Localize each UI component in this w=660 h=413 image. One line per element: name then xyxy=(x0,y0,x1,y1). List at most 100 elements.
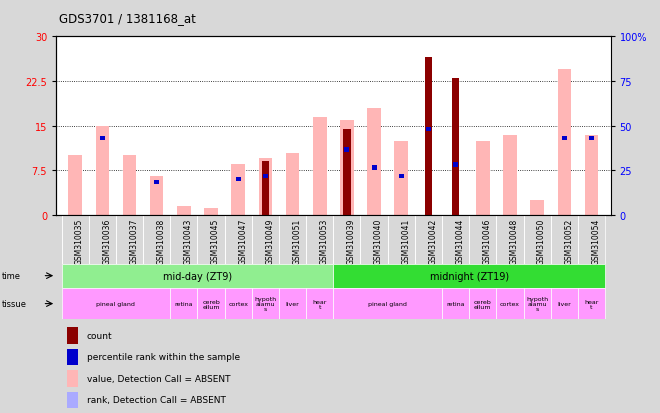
Text: rank, Detection Call = ABSENT: rank, Detection Call = ABSENT xyxy=(86,396,226,404)
Bar xyxy=(496,288,523,320)
Bar xyxy=(558,70,571,216)
Bar xyxy=(333,264,605,288)
Bar xyxy=(259,159,272,216)
Bar xyxy=(61,264,333,288)
Bar xyxy=(306,288,333,320)
Bar xyxy=(360,216,387,264)
Text: hear
t: hear t xyxy=(313,299,327,309)
Bar xyxy=(415,216,442,264)
Bar xyxy=(469,216,496,264)
Bar xyxy=(395,141,408,216)
Bar xyxy=(88,216,116,264)
Text: GSM310054: GSM310054 xyxy=(591,218,601,264)
Bar xyxy=(263,175,268,179)
Bar xyxy=(476,141,490,216)
Text: pineal gland: pineal gland xyxy=(96,301,135,306)
Bar xyxy=(177,206,191,216)
Bar xyxy=(333,216,360,264)
Text: retina: retina xyxy=(446,301,465,306)
Bar xyxy=(589,136,594,140)
Bar xyxy=(279,216,306,264)
Text: GSM310048: GSM310048 xyxy=(510,218,519,264)
Text: hear
t: hear t xyxy=(584,299,599,309)
Text: GSM310037: GSM310037 xyxy=(129,218,139,264)
Bar xyxy=(61,288,170,320)
Bar xyxy=(442,288,469,320)
Text: GSM310052: GSM310052 xyxy=(564,218,574,264)
Bar xyxy=(313,117,327,216)
Text: count: count xyxy=(86,331,112,340)
Bar xyxy=(279,288,306,320)
Bar xyxy=(96,126,109,216)
Bar xyxy=(123,156,136,216)
Bar xyxy=(531,201,544,216)
Bar xyxy=(345,148,349,152)
Bar xyxy=(251,216,279,264)
Bar xyxy=(585,135,598,216)
Text: GSM310040: GSM310040 xyxy=(374,218,383,264)
Bar xyxy=(67,370,79,387)
Bar xyxy=(261,162,269,216)
Bar xyxy=(496,216,523,264)
Text: GSM310049: GSM310049 xyxy=(265,218,275,264)
Bar xyxy=(367,109,381,216)
Bar xyxy=(100,136,105,140)
Bar xyxy=(426,127,431,131)
Text: retina: retina xyxy=(175,301,193,306)
Bar xyxy=(150,177,164,216)
Bar xyxy=(469,288,496,320)
Text: GSM310045: GSM310045 xyxy=(211,218,220,264)
Bar xyxy=(251,288,279,320)
Text: value, Detection Call = ABSENT: value, Detection Call = ABSENT xyxy=(86,374,230,383)
Bar xyxy=(67,328,79,344)
Text: liver: liver xyxy=(558,301,571,306)
Bar xyxy=(562,136,567,140)
Text: GSM310042: GSM310042 xyxy=(428,218,438,264)
Text: tissue: tissue xyxy=(1,299,26,309)
Bar xyxy=(387,216,415,264)
Bar xyxy=(442,216,469,264)
Bar xyxy=(67,349,79,365)
Text: hypoth
alamu
s: hypoth alamu s xyxy=(254,297,277,311)
Bar xyxy=(232,165,245,216)
Bar xyxy=(523,288,550,320)
Bar xyxy=(453,163,458,167)
Text: pineal gland: pineal gland xyxy=(368,301,407,306)
Text: time: time xyxy=(1,271,20,280)
Text: GSM310039: GSM310039 xyxy=(347,218,356,264)
Bar xyxy=(154,181,159,185)
Text: GSM310051: GSM310051 xyxy=(292,218,302,264)
Bar xyxy=(116,216,143,264)
Text: GSM310047: GSM310047 xyxy=(238,218,248,264)
Bar xyxy=(286,153,300,216)
Bar xyxy=(67,392,79,408)
Bar xyxy=(372,166,376,170)
Text: cortex: cortex xyxy=(228,301,248,306)
Text: GSM310036: GSM310036 xyxy=(102,218,112,264)
Text: cereb
ellum: cereb ellum xyxy=(202,299,220,309)
Bar xyxy=(69,156,82,216)
Bar xyxy=(170,288,197,320)
Text: liver: liver xyxy=(286,301,300,306)
Bar xyxy=(550,288,578,320)
Bar xyxy=(224,216,251,264)
Bar xyxy=(224,288,251,320)
Text: GSM310044: GSM310044 xyxy=(455,218,465,264)
Text: GSM310035: GSM310035 xyxy=(75,218,84,264)
Text: hypoth
alamu
s: hypoth alamu s xyxy=(526,297,548,311)
Text: GSM310043: GSM310043 xyxy=(184,218,193,264)
Bar xyxy=(340,121,354,216)
Bar xyxy=(333,288,442,320)
Bar xyxy=(170,216,197,264)
Text: mid-day (ZT9): mid-day (ZT9) xyxy=(163,271,232,281)
Text: cereb
ellum: cereb ellum xyxy=(474,299,492,309)
Bar xyxy=(197,288,224,320)
Bar xyxy=(578,288,605,320)
Text: GSM310053: GSM310053 xyxy=(319,218,329,264)
Bar xyxy=(578,216,605,264)
Bar xyxy=(503,135,517,216)
Text: percentile rank within the sample: percentile rank within the sample xyxy=(86,353,240,362)
Text: GSM310038: GSM310038 xyxy=(156,218,166,264)
Bar xyxy=(61,216,88,264)
Text: GSM310041: GSM310041 xyxy=(401,218,411,264)
